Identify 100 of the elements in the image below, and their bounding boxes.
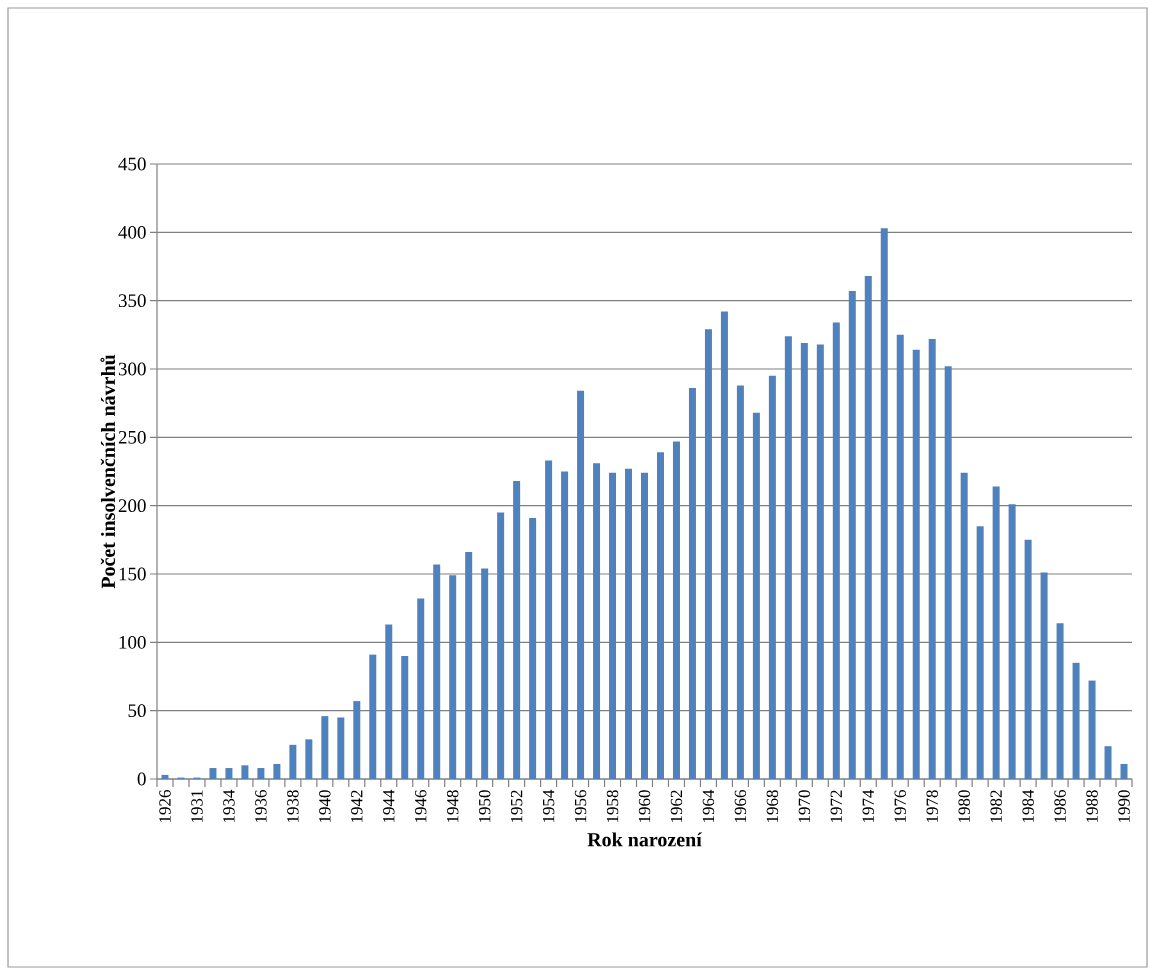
bar [161,774,169,779]
bar [481,568,489,779]
bar [337,717,345,779]
x-tick-label: 1978 [926,790,938,823]
bar [225,768,233,779]
x-tick-label: 1990 [1118,790,1130,823]
bar [864,276,872,779]
bar [880,228,888,779]
x-tick-label: 1984 [1022,789,1034,823]
bar [1072,662,1080,779]
x-tick-label: 1952 [510,790,523,823]
x-tick-label: 1974 [862,789,874,823]
bar [417,598,425,779]
bar [577,390,585,779]
x-tick-label: 1946 [415,790,427,823]
x-tick-label: 1934 [223,789,235,823]
y-tick-label: 250 [118,430,146,444]
bar [465,552,473,779]
x-tick-label: 1976 [894,790,906,823]
bar [513,481,521,779]
y-tick-label: 0 [137,772,146,786]
x-tick-label: 1954 [542,789,555,823]
x-tick-label: 1980 [958,790,970,823]
bar [241,765,249,779]
bar [625,468,633,779]
bar [848,291,856,779]
bar [561,471,569,779]
bar [609,472,617,779]
x-tick-label: 1936 [255,790,267,823]
bar [784,336,792,779]
bar [1040,572,1048,779]
x-tick-label: 1950 [478,790,491,823]
bar [720,311,728,779]
bar [832,322,840,779]
bar [944,366,952,779]
x-axis-title: Rok narození [587,832,703,847]
bar [321,716,329,779]
x-tick-label: 1962 [670,790,683,823]
x-tick-label: 1968 [766,790,779,823]
bar [353,701,361,779]
x-tick-label: 1972 [830,790,843,823]
x-tick-label: 1940 [319,790,331,823]
x-tick-label: 1948 [446,790,459,823]
x-tick-label: 1966 [734,790,747,823]
x-tick-label: 1960 [638,790,651,823]
y-tick-label: 350 [118,294,146,308]
y-tick-label: 150 [119,567,146,581]
y-tick-label: 50 [128,704,146,718]
bar [369,654,377,779]
bar [433,564,441,779]
bar [992,486,1000,779]
bar [545,460,553,779]
x-tick-label: 1986 [1054,790,1066,823]
x-tick-label: 1982 [990,790,1002,823]
bar [928,338,936,779]
y-tick-label: 400 [118,225,146,239]
y-axis-title: Počet insolvenčních návrhů [100,354,116,589]
bar [529,517,537,779]
bar [976,526,984,779]
bar [593,463,601,779]
bar [401,655,409,779]
y-tick-label: 450 [118,157,146,171]
x-tick-label: 1956 [574,790,587,823]
y-tick-label: 300 [118,362,146,376]
bar [273,763,281,779]
x-tick-label: 1958 [606,790,619,823]
bar [1120,763,1128,779]
bar [768,375,776,779]
bar [656,452,664,779]
bar [305,739,313,779]
bar [1056,623,1064,779]
bar [800,343,808,779]
bar [736,385,744,779]
bar [960,472,968,779]
x-tick-label: 1964 [702,789,715,823]
bar [385,624,393,779]
bar [289,744,297,779]
x-tick-label: 1988 [1086,790,1098,823]
bar [1104,746,1112,779]
x-tick-label: 1938 [287,790,299,823]
bar [1008,504,1016,779]
bar [816,344,824,779]
bar [1088,680,1096,779]
bar [257,768,265,779]
x-tick-label: 1944 [383,789,395,823]
y-tick-label: 100 [119,635,146,649]
bar [688,388,696,779]
bar [641,472,648,779]
bar [449,575,457,779]
x-tick-label: 1942 [351,790,363,823]
bar [896,334,904,779]
x-tick-label: 1970 [798,790,811,823]
bar [912,349,920,779]
bar [704,329,712,779]
x-tick-label: 1926 [159,790,171,823]
x-tick-label: 1931 [191,790,203,823]
bar [209,768,217,779]
bar [752,412,760,779]
y-tick-label: 200 [118,499,146,513]
bar [672,441,680,779]
